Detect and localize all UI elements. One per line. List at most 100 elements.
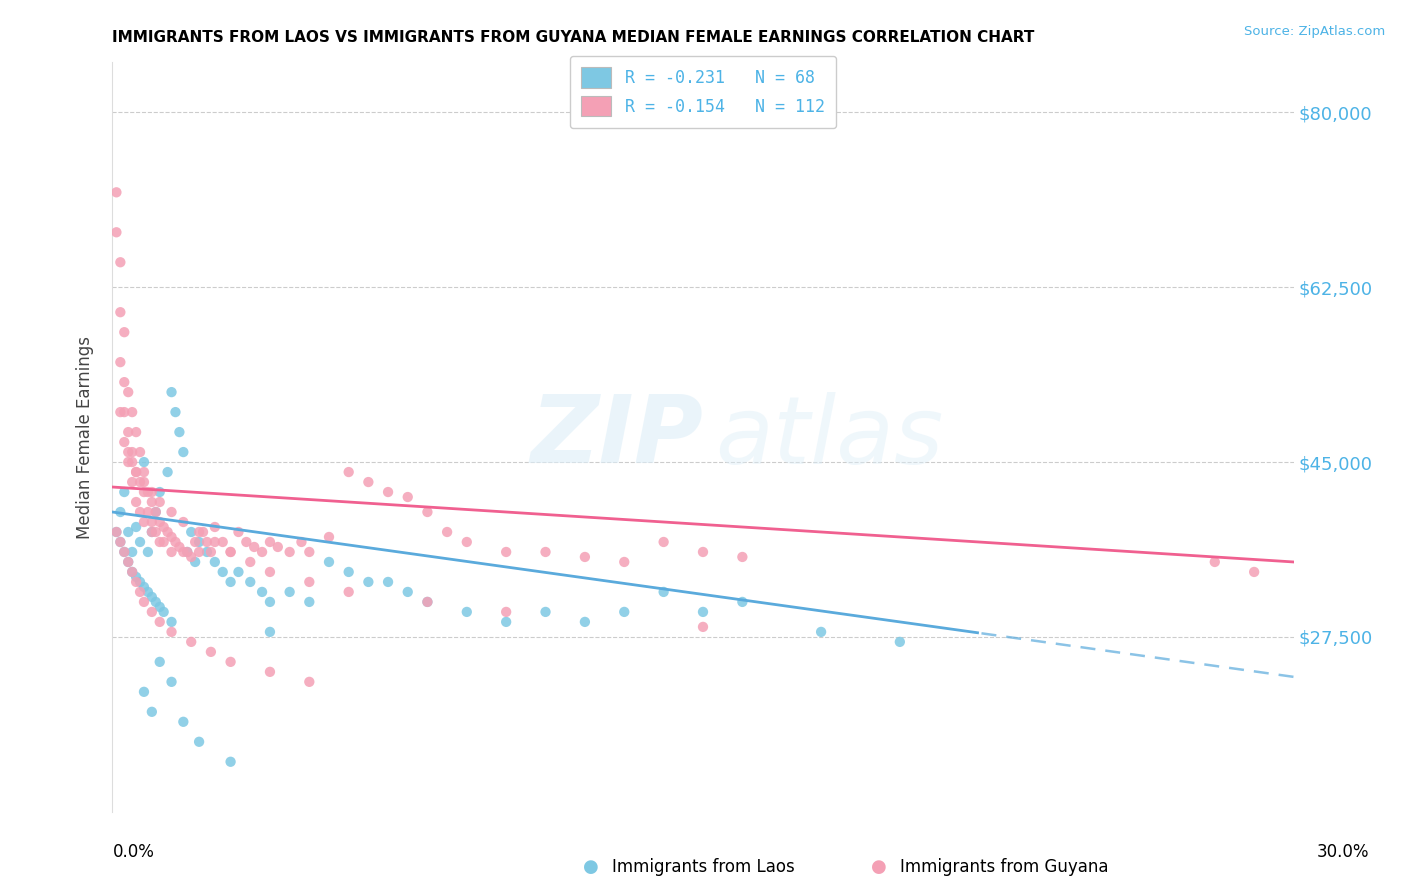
Point	[172, 515, 194, 529]
Point	[110, 505, 132, 519]
Point	[152, 520, 174, 534]
Point	[377, 574, 399, 589]
Point	[125, 570, 148, 584]
Point	[110, 535, 132, 549]
Point	[125, 495, 148, 509]
Point	[278, 545, 301, 559]
Point	[377, 485, 399, 500]
Text: Immigrants from Laos: Immigrants from Laos	[612, 858, 794, 876]
Point	[152, 535, 174, 549]
Point	[165, 535, 187, 549]
Point	[136, 545, 159, 559]
Point	[129, 585, 152, 599]
Text: IMMIGRANTS FROM LAOS VS IMMIGRANTS FROM GUYANA MEDIAN FEMALE EARNINGS CORRELATIO: IMMIGRANTS FROM LAOS VS IMMIGRANTS FROM …	[112, 29, 1035, 45]
Point	[456, 535, 478, 549]
Point	[136, 485, 159, 500]
Point	[112, 325, 135, 339]
Point	[731, 595, 754, 609]
Point	[495, 615, 517, 629]
Point	[228, 524, 250, 539]
Point	[692, 545, 714, 559]
Point	[105, 225, 128, 239]
Point	[396, 585, 419, 599]
Point	[117, 555, 139, 569]
Point	[204, 520, 226, 534]
Point	[105, 524, 128, 539]
Text: ●: ●	[582, 858, 599, 876]
Point	[298, 595, 321, 609]
Point	[112, 545, 135, 559]
Point	[652, 585, 675, 599]
Point	[613, 605, 636, 619]
Point	[298, 545, 321, 559]
Point	[259, 535, 281, 549]
Point	[243, 540, 266, 554]
Point	[219, 545, 242, 559]
Point	[239, 555, 262, 569]
Point	[180, 635, 202, 649]
Point	[652, 535, 675, 549]
Point	[132, 580, 155, 594]
Point	[574, 615, 596, 629]
Point	[357, 475, 380, 489]
Point	[176, 545, 198, 559]
Point	[121, 565, 143, 579]
Point	[121, 545, 143, 559]
Point	[125, 465, 148, 479]
Point	[110, 355, 132, 369]
Point	[278, 585, 301, 599]
Point	[692, 620, 714, 634]
Point	[337, 565, 360, 579]
Point	[141, 524, 163, 539]
Point	[160, 624, 183, 639]
Point	[110, 535, 132, 549]
Point	[141, 524, 163, 539]
Point	[180, 524, 202, 539]
Legend: R = -0.231   N = 68, R = -0.154   N = 112: R = -0.231 N = 68, R = -0.154 N = 112	[569, 56, 837, 128]
Point	[149, 485, 172, 500]
Point	[188, 545, 211, 559]
Point	[132, 515, 155, 529]
Point	[267, 540, 290, 554]
Point	[810, 624, 832, 639]
Point	[456, 605, 478, 619]
Point	[145, 524, 167, 539]
Point	[129, 535, 152, 549]
Point	[105, 186, 128, 200]
Point	[176, 545, 198, 559]
Point	[121, 475, 143, 489]
Point	[141, 705, 163, 719]
Point	[250, 545, 273, 559]
Point	[239, 574, 262, 589]
Point	[129, 475, 152, 489]
Point	[141, 485, 163, 500]
Point	[200, 645, 222, 659]
Point	[259, 595, 281, 609]
Point	[172, 445, 194, 459]
Point	[495, 605, 517, 619]
Point	[149, 495, 172, 509]
Point	[574, 549, 596, 564]
Point	[110, 405, 132, 419]
Point	[132, 595, 155, 609]
Text: 30.0%: 30.0%	[1316, 843, 1369, 861]
Text: atlas: atlas	[714, 392, 943, 483]
Point	[112, 405, 135, 419]
Point	[184, 535, 207, 549]
Point	[125, 425, 148, 439]
Point	[228, 565, 250, 579]
Point	[152, 605, 174, 619]
Point	[121, 405, 143, 419]
Point	[132, 475, 155, 489]
Point	[160, 545, 183, 559]
Point	[121, 455, 143, 469]
Point	[149, 615, 172, 629]
Point	[149, 515, 172, 529]
Point	[219, 755, 242, 769]
Point	[136, 585, 159, 599]
Point	[105, 524, 128, 539]
Point	[250, 585, 273, 599]
Text: 0.0%: 0.0%	[112, 843, 155, 861]
Point	[692, 605, 714, 619]
Point	[145, 505, 167, 519]
